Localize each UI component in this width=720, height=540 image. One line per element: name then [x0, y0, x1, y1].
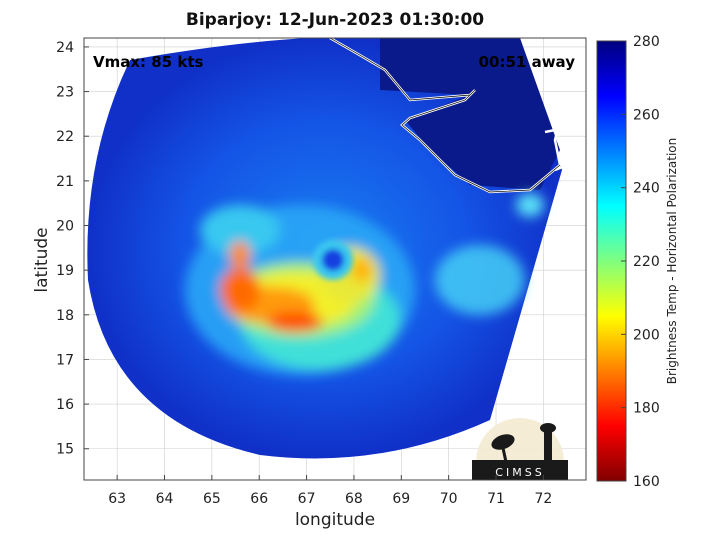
- x-tick-label: 70: [440, 491, 458, 507]
- convective-bands: [185, 193, 544, 375]
- colorbar-ticks: 160 180 200 220 240 260 280: [621, 34, 660, 490]
- land-region: [380, 38, 560, 190]
- axes-frame: [83, 37, 587, 481]
- colorbar-tick-label: 220: [633, 254, 660, 270]
- time-offset-annotation: 00:51 away: [478, 53, 575, 71]
- y-tick-label: 15: [56, 442, 74, 458]
- x-tick-label: 68: [345, 491, 363, 507]
- y-tick-label: 23: [56, 85, 74, 101]
- x-tick-label: 63: [108, 491, 126, 507]
- chart-title: Biparjoy: 12-Jun-2023 01:30:00: [185, 10, 485, 30]
- x-tick-label: 67: [298, 491, 316, 507]
- y-tick-label: 21: [56, 174, 74, 190]
- x-tick-label: 65: [203, 491, 221, 507]
- y-tick-label: 19: [56, 263, 74, 279]
- storm-eye: [313, 240, 353, 280]
- colorbar-tick-label: 160: [633, 474, 660, 490]
- colorbar-tick-label: 200: [633, 327, 660, 343]
- x-tick-label: 71: [487, 491, 505, 507]
- x-tick-label: 66: [250, 491, 268, 507]
- satellite-swath: [87, 38, 586, 459]
- colorbar-tick-label: 280: [633, 34, 660, 50]
- y-tick-label: 24: [56, 40, 74, 56]
- y-tick-label: 20: [56, 219, 74, 235]
- y-axis-label: latitude: [32, 227, 52, 293]
- x-tick-label: 64: [156, 491, 174, 507]
- y-tick-label: 16: [56, 397, 74, 413]
- x-tick-label: 72: [534, 491, 552, 507]
- y-axis: 15 16 17 18 19 20 21 22 23 24: [56, 40, 89, 458]
- y-tick-label: 18: [56, 308, 74, 324]
- colorbar-tick-label: 260: [633, 107, 660, 123]
- logo-text: CIMSS: [495, 466, 544, 479]
- y-tick-label: 22: [56, 129, 74, 145]
- colorbar-tick-label: 240: [633, 181, 660, 197]
- x-axis-label: longitude: [294, 510, 376, 530]
- colorbar-label: Brightness Temp - Horizontal Polarizatio…: [665, 137, 679, 385]
- vmax-annotation: Vmax: 85 kts: [93, 53, 204, 71]
- y-tick-label: 17: [56, 352, 74, 368]
- coastline-inner: [329, 38, 561, 193]
- x-axis: 63 64 65 66 67 68 69 70 71 72: [108, 475, 552, 507]
- colorbar-tick-label: 180: [633, 401, 660, 417]
- x-tick-label: 69: [392, 491, 410, 507]
